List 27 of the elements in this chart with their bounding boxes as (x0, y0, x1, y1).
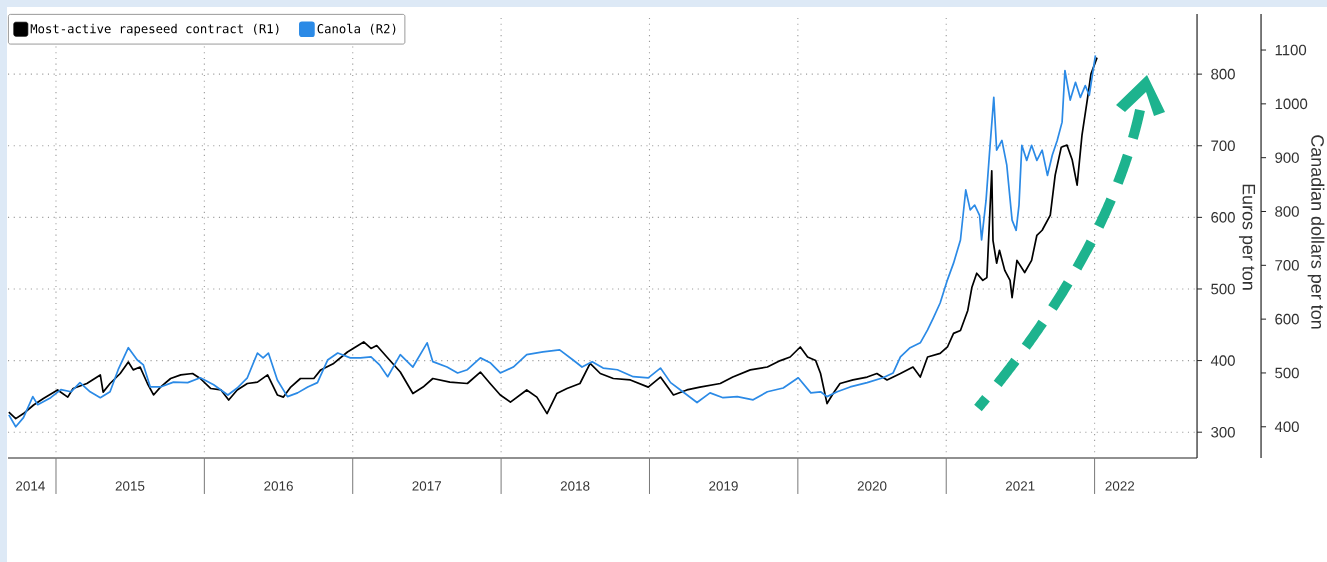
x-tick-label: 2014 (16, 481, 45, 491)
y2-tick-label: 900 (1275, 152, 1299, 163)
x-tick-label: 2016 (264, 481, 293, 491)
y2-tick-label: 800 (1275, 206, 1299, 217)
y-tick-label: 700 (1211, 140, 1235, 152)
y2-tick-label: 700 (1275, 260, 1299, 271)
x-tick-label: 2018 (560, 481, 590, 491)
y2-tick-label: 1100 (1275, 44, 1307, 56)
y-tick-label: 300 (1211, 426, 1235, 438)
x-tick-label: 2017 (412, 481, 441, 491)
y-tick-label: 400 (1210, 355, 1235, 366)
y-axis-title: Euros per ton (1238, 184, 1256, 290)
y-tick-label: 600 (1211, 212, 1235, 223)
y2-axis-title: Canadian dollars per ton (1307, 135, 1325, 329)
x-tick-label: 2019 (709, 481, 738, 491)
y-tick-label: 800 (1211, 68, 1235, 80)
x-tick-label: 2015 (115, 481, 145, 491)
x-tick-label: 2021 (1005, 481, 1035, 491)
y2-tick-label: 500 (1275, 367, 1299, 379)
x-tick-label: 2020 (857, 481, 887, 491)
x-tick-label: 2022 (1105, 481, 1135, 491)
legend-label: Canola (R2) (317, 23, 396, 35)
y2-tick-label: 1000 (1275, 98, 1308, 110)
y-tick-label: 500 (1211, 283, 1235, 295)
y2-tick-label: 600 (1275, 313, 1299, 325)
y2-tick-label: 400 (1274, 421, 1299, 433)
legend-label: Most-active rapeseed contract (R1) (30, 23, 279, 36)
